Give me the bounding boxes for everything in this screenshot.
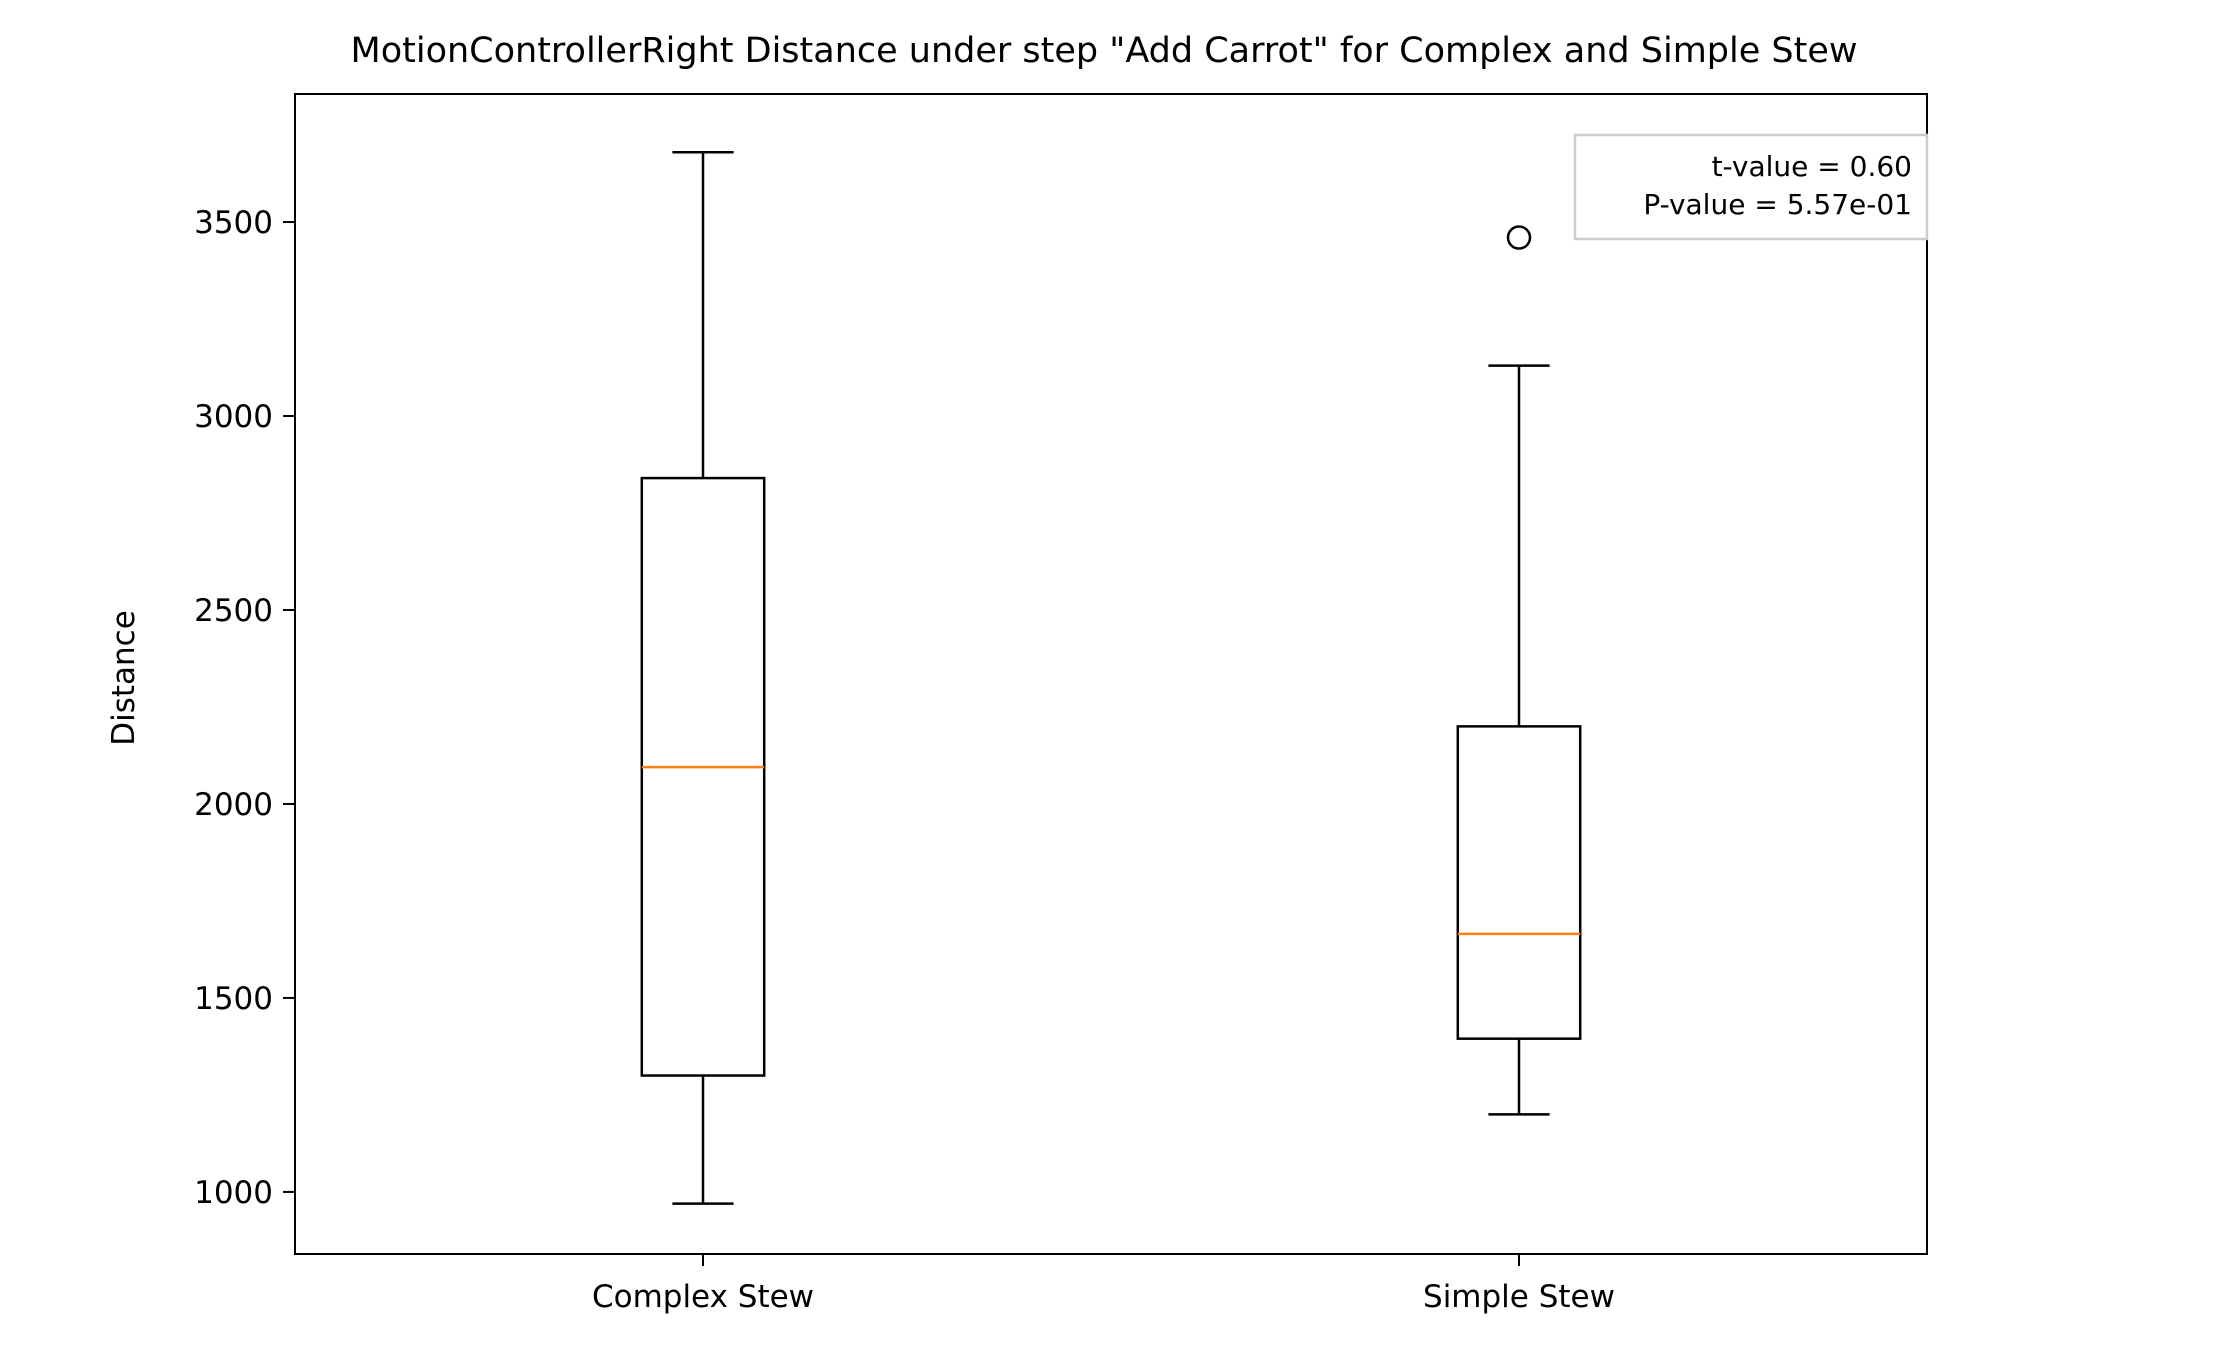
box-complex-stew	[640, 150, 766, 1205]
boxes-layer	[640, 150, 1582, 1205]
plot-frame	[294, 93, 1928, 1255]
outlier-point	[1506, 225, 1532, 250]
y-tick-label: 2500	[194, 593, 273, 629]
y-tick-label: 3000	[194, 399, 273, 435]
x-tick-label: Simple Stew	[1423, 1279, 1615, 1315]
y-axis-label: Distance	[106, 610, 142, 746]
y-axis: 1000 1500 2000 2500 3000 3500	[194, 205, 295, 1211]
annotation-p-value: P-value = 5.57e-01	[1643, 188, 1912, 221]
y-tick-label: 1000	[194, 1175, 273, 1211]
annotation-box	[1573, 133, 1929, 241]
stats-annotation: t-value = 0.60 P-value = 5.57e-01	[1573, 133, 1929, 241]
box-simple-stew	[1456, 225, 1582, 1116]
x-tick-label: Complex Stew	[592, 1279, 814, 1315]
iqr-box	[1456, 725, 1582, 1040]
y-tick-label: 2000	[194, 787, 273, 823]
chart-title: MotionControllerRight Distance under ste…	[351, 31, 1858, 71]
y-tick-label: 3500	[194, 205, 273, 241]
iqr-box	[640, 476, 766, 1077]
y-tick-label: 1500	[194, 981, 273, 1017]
annotation-t-value: t-value = 0.60	[1712, 150, 1912, 183]
x-axis: Complex Stew Simple Stew	[592, 1254, 1615, 1315]
